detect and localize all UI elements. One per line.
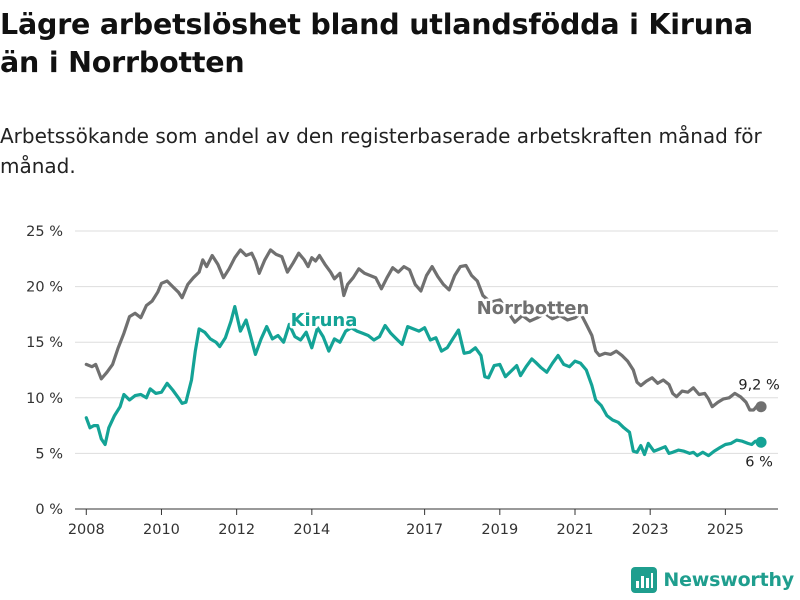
- x-tick-label: 2010: [143, 522, 180, 538]
- y-tick-label: 0 %: [35, 502, 63, 518]
- y-tick-label: 25 %: [26, 224, 63, 240]
- newsworthy-logo-icon: [631, 567, 658, 593]
- kiruna-end-point: [755, 436, 767, 448]
- series-lines: [84, 248, 767, 458]
- y-tick-label: 10 %: [26, 391, 63, 407]
- y-tick-label: 5 %: [35, 446, 63, 462]
- x-tick-label: 2021: [557, 522, 594, 538]
- x-tick-label: 2012: [218, 522, 255, 538]
- x-tick-label: 2019: [481, 522, 518, 538]
- x-tick-label: 2025: [707, 522, 744, 538]
- y-axis-ticks: 0 % 5 % 10 % 15 % 20 % 25 %: [26, 224, 63, 518]
- svg-text:Norrbotten: Norrbotten: [477, 298, 590, 319]
- norrbotten-line: [84, 248, 763, 412]
- x-tick-label: 2008: [68, 522, 105, 538]
- chart-subtitle: Arbetssökande som andel av den registerb…: [0, 124, 762, 178]
- x-axis-ticks: 2008 2010 2012 2014 2017 2019 2021 2023 2025: [68, 509, 744, 538]
- x-tick-label: 2023: [632, 522, 669, 538]
- norrbotten-end-point: [755, 401, 767, 413]
- x-tick-label: 2014: [293, 522, 330, 538]
- kiruna-line: [84, 305, 763, 458]
- brand-logo: Newsworthy: [631, 566, 794, 594]
- svg-text:Kiruna: Kiruna: [291, 310, 358, 331]
- chart-title: Lägre arbetslöshet bland utlandsfödda i …: [0, 8, 753, 79]
- kiruna-end-label: 6 %: [745, 454, 773, 470]
- brand-name: Newsworthy: [663, 569, 794, 591]
- y-tick-label: 15 %: [26, 335, 63, 351]
- svg-text:Norrbotten: Norrbotten: [477, 298, 590, 319]
- svg-text:Kiruna: Kiruna: [291, 310, 358, 331]
- x-tick-label: 2017: [406, 522, 443, 538]
- norrbotten-end-label: 9,2 %: [738, 378, 779, 394]
- y-tick-label: 20 %: [26, 280, 63, 296]
- grid-lines: [75, 230, 778, 510]
